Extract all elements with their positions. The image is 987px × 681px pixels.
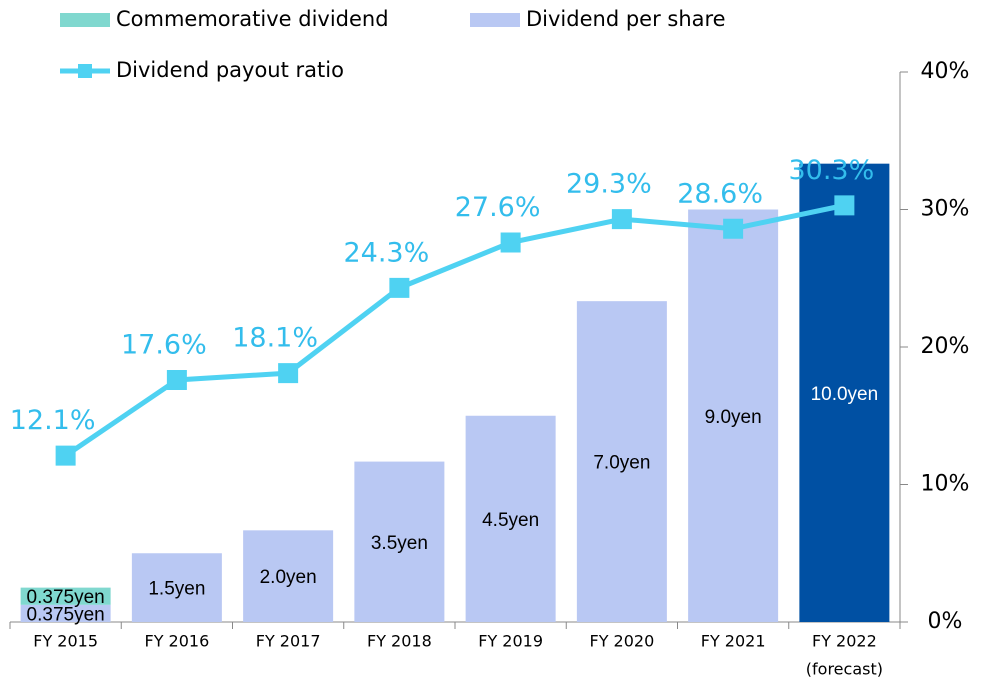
line-marker	[723, 218, 744, 239]
line-value-label: 12.1%	[10, 405, 96, 436]
line	[64, 202, 845, 458]
line-marker	[278, 363, 299, 384]
x-tick-label: FY 2019	[478, 632, 543, 651]
bar-value-label: 0.375yen	[27, 604, 105, 625]
x-tick-label: FY 2016	[144, 632, 209, 651]
bar-value-label: 3.5yen	[371, 533, 428, 554]
legend-label: Dividend per share	[526, 7, 726, 31]
bar	[576, 301, 667, 622]
bar	[20, 604, 111, 622]
line-marker	[834, 195, 855, 216]
legend-label: Dividend payout ratio	[116, 58, 344, 82]
line-marker	[55, 445, 76, 466]
bar	[465, 415, 556, 622]
bar-value-label: 10.0yen	[811, 384, 879, 405]
legend-swatch	[470, 13, 520, 27]
line-marker	[611, 209, 632, 230]
bar-value-label: 2.0yen	[260, 567, 317, 588]
bar-value-label: 4.5yen	[482, 510, 539, 531]
y2-tick-label: 0%	[928, 609, 963, 634]
line-marker	[389, 277, 410, 298]
line-value-label: 27.6%	[455, 192, 541, 223]
line-value-label: 29.3%	[566, 169, 652, 200]
legend-swatch	[60, 13, 110, 27]
bar-value-label: 1.5yen	[148, 579, 205, 600]
x-tick-label: FY 2020	[589, 632, 654, 651]
y2-tick-label: 20%	[921, 334, 970, 359]
line-value-label: 17.6%	[121, 330, 207, 361]
line-marker	[166, 370, 187, 390]
bar	[20, 587, 111, 605]
bar-value-label: 7.0yen	[593, 453, 650, 474]
bar-value-label: 9.0yen	[705, 407, 762, 428]
x-tick-label: FY 2015	[33, 632, 98, 651]
bar	[799, 163, 890, 622]
y2-tick-label: 30%	[921, 197, 970, 222]
y2-tick-label: 10%	[921, 472, 970, 497]
line-value-label: 24.3%	[343, 237, 429, 268]
line-value-label: 18.1%	[232, 323, 318, 354]
x-tick-label: FY 2018	[367, 632, 432, 651]
legend-marker	[78, 64, 92, 78]
line-marker	[500, 232, 521, 253]
bar	[243, 530, 334, 622]
x-tick-label: FY 2022	[812, 632, 877, 651]
x-tick-label: FY 2017	[256, 632, 321, 651]
bar	[354, 461, 445, 622]
legend-label: Commemorative dividend	[116, 7, 389, 31]
bar	[131, 553, 222, 622]
y2-tick-label: 40%	[921, 59, 970, 84]
line-value-label: 28.6%	[677, 178, 763, 209]
line-value-label: 30.3%	[788, 155, 874, 186]
x-tick-label: FY 2021	[701, 632, 766, 651]
x-tick-label: (forecast)	[806, 660, 883, 679]
bar	[688, 209, 779, 622]
bar-value-label: 0.375yen	[27, 587, 105, 608]
